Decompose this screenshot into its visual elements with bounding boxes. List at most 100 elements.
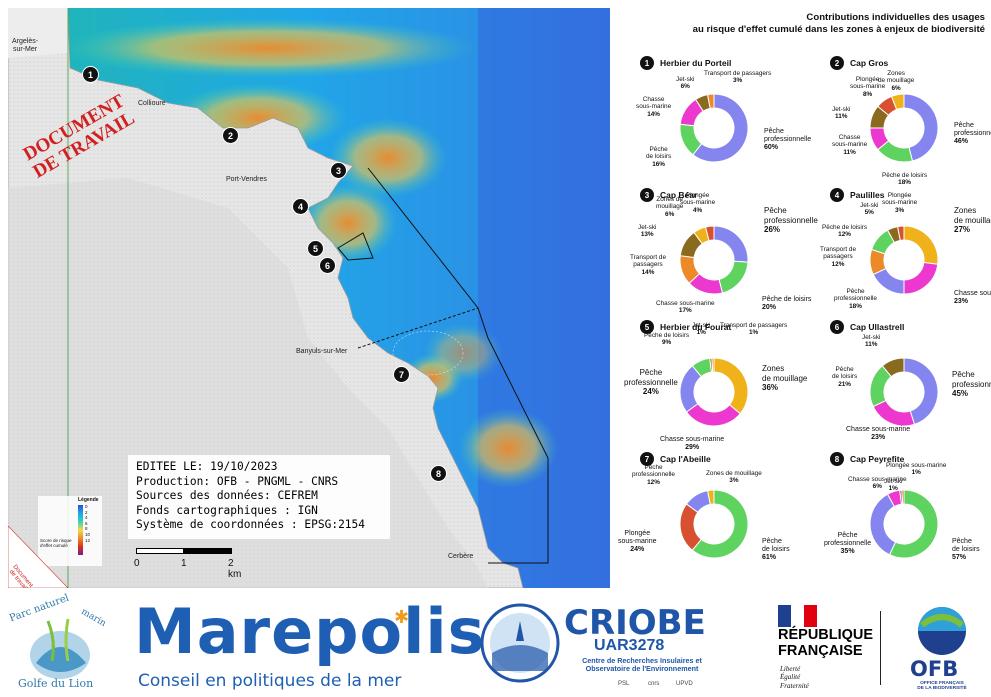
donut-chart-8 xyxy=(869,489,939,559)
slice-8-1 xyxy=(869,493,897,556)
slice-4-0 xyxy=(903,225,939,265)
criobe-logo: CRIOBE UAR3278 Centre de Recherches Insu… xyxy=(478,601,728,693)
site-title: Herbier du Fourat xyxy=(660,322,732,332)
slice-6-1 xyxy=(872,399,916,427)
ofb-emblem xyxy=(918,607,966,655)
donut-chart-6 xyxy=(869,357,939,427)
slice-label-4-2: Pêche professionnelle 18% xyxy=(834,288,877,310)
slice-label-2-2: Chasse sous-marine 11% xyxy=(832,134,868,156)
slice-3-1 xyxy=(718,260,749,294)
donut-chart-2 xyxy=(869,93,939,163)
site-title: Cap Peyrefite xyxy=(850,454,905,464)
donut-chart-7 xyxy=(679,489,749,559)
site-number-badge: 4 xyxy=(830,188,844,202)
donut-chart-4 xyxy=(869,225,939,295)
slice-label-8-3: Jet-ski 1% xyxy=(884,478,903,493)
town-port-vendres: Port-Vendres xyxy=(226,176,267,183)
slice-label-5-5: Transport de passagers 1% xyxy=(720,322,788,337)
slice-5-0 xyxy=(713,357,749,415)
site-marker-3[interactable]: 3 xyxy=(330,162,347,179)
zone-outline-east xyxy=(367,167,549,564)
map-panel: DOCUMENT DE TRAVAIL Argelès- sur-Mer Col… xyxy=(8,8,610,588)
slice-label-5-0: Zones de mouillage 36% xyxy=(762,364,808,392)
slice-6-3 xyxy=(881,357,905,378)
site-chart-6: 6 Cap Ullastrell Pêcheprofessionnelle45% Ch… xyxy=(804,320,991,448)
hotspot-capbear xyxy=(328,118,448,198)
site-chart-7: 7 Cap l'Abeille Pêche de loisirs 61% Plongée s… xyxy=(614,452,800,580)
slice-label-5-1: Chasse sous-marine 29% xyxy=(660,436,725,452)
legend-title: Légende xyxy=(78,497,99,503)
slice-label-6-3: Jet-ski 11% xyxy=(862,334,881,349)
republique-francaise-logo: RÉPUBLIQUE FRANÇAISE Liberté Égalité Fra… xyxy=(770,601,882,693)
slice-label-1-2: Chasse sous-marine 14% xyxy=(636,96,672,118)
slice-label-8-2: Chasse sous-marine 6% xyxy=(848,476,907,491)
site-title: Cap Ullastrell xyxy=(850,322,905,332)
town-argeles: Argelès- sur-Mer xyxy=(12,38,39,53)
site-chart-1: 1 Herbier du Porteil Pêche professionnelle 6… xyxy=(614,56,811,184)
town-banyuls: Banyuls-sur-Mer xyxy=(296,348,348,355)
info-crs: Système de coordonnées : EPSG:2154 xyxy=(136,518,366,531)
site-marker-7[interactable]: 7 xyxy=(393,366,410,383)
slice-label-1-0: Pêche professionnelle 60% xyxy=(764,128,812,152)
site-chart-2: 2 Cap Gros Pêcheprofessionnelle46% Pêche de… xyxy=(804,56,991,187)
map-legend: Légende 0 2 4 6 8 10 12 Score de risque … xyxy=(38,496,102,566)
slice-label-1-3: Jet-ski 6% xyxy=(676,76,695,91)
slice-label-2-3: Jet-ski 11% xyxy=(832,106,851,121)
site-marker-4[interactable]: 4 xyxy=(292,198,309,215)
criobe-title: CRIOBE xyxy=(564,603,706,643)
site-chart-title-4: 4 Paulilles xyxy=(830,188,885,202)
footer-logos: Parc naturel marin Golfe du Lion Marepol… xyxy=(0,593,991,697)
site-marker-1[interactable]: 1 xyxy=(82,66,99,83)
slice-label-3-2: Chasse sous-marine 17% xyxy=(656,300,715,315)
slice-label-5-4: Jet-ski 1% xyxy=(692,322,711,337)
site-marker-6[interactable]: 6 xyxy=(319,257,336,274)
site-marker-2[interactable]: 2 xyxy=(222,127,239,144)
site-marker-5[interactable]: 5 xyxy=(307,240,324,257)
slice-label-8-4: Plongée sous-marine 1% xyxy=(886,462,947,477)
slice-label-7-2: Pêche professionnelle 12% xyxy=(632,464,675,486)
site-title: Cap Béar xyxy=(660,190,698,200)
site-chart-8: 8 Cap Peyrefite Pêche de loisirs 57% Pêche pro… xyxy=(804,452,990,580)
slice-label-4-6: Plongée sous-marine 3% xyxy=(882,192,918,214)
site-chart-title-3: 3 Cap Béar xyxy=(640,188,697,202)
info-sources: Sources des données: CEFREM xyxy=(136,489,318,502)
donut-chart-5 xyxy=(679,357,749,427)
map-info-box: EDITEE LE: 19/10/2023 Production: OFB - … xyxy=(128,455,390,539)
marepolis-subtitle: Conseil en politiques de la mer xyxy=(138,671,402,691)
slice-label-3-0: Pêche professionnelle 26% xyxy=(764,206,818,234)
site-chart-title-2: 2 Cap Gros xyxy=(830,56,888,70)
slice-8-0 xyxy=(888,489,939,559)
slice-label-8-1: Pêche professionnelle 35% xyxy=(824,532,872,556)
site-chart-3: 3 Cap Béar Pêche professionnelle 26% Pêche de… xyxy=(614,188,818,316)
slice-8-4 xyxy=(901,489,905,505)
partner-psl: PSL xyxy=(618,681,630,687)
slice-label-3-6: Plongée sous-marine 4% xyxy=(680,192,716,214)
slice-2-0 xyxy=(903,93,939,162)
zone-outline-dashed xyxy=(357,307,479,349)
contributions-panel: Contributions individuelles des usages a… xyxy=(614,8,991,588)
pnm-emblem xyxy=(30,618,90,679)
slice-label-2-1: Pêche de loisirs 18% xyxy=(882,172,928,187)
slice-label-3-4: Jet-ski 13% xyxy=(638,224,657,239)
slice-label-3-1: Pêche de loisirs 20% xyxy=(762,296,812,312)
scale-label-2: 2 km xyxy=(228,558,242,580)
partner-upvd: UPVD xyxy=(676,681,693,687)
legend-color-ramp xyxy=(78,505,83,555)
site-title: Cap Gros xyxy=(850,58,889,68)
site-chart-title-6: 6 Cap Ullastrell xyxy=(830,320,904,334)
slice-label-6-2: Pêche de loisirs 21% xyxy=(832,366,858,388)
info-basemap: Fonds cartographiques : IGN xyxy=(136,503,318,517)
slice-3-6 xyxy=(704,225,715,242)
slice-label-3-5: Zones de mouillage 6% xyxy=(656,196,684,218)
site-marker-8[interactable]: 8 xyxy=(430,465,447,482)
slice-label-5-2: Pêche professionnelle 24% xyxy=(624,368,678,396)
site-number-badge: 7 xyxy=(640,452,654,466)
slice-label-3-3: Transport de passagers 14% xyxy=(630,254,666,276)
slice-label-4-4: Pêche de loisirs 12% xyxy=(822,224,868,239)
info-edition-date: EDITEE LE: 19/10/2023 xyxy=(136,460,278,473)
republique-motto: Liberté Égalité Fraternité xyxy=(780,665,809,690)
slice-label-2-0: Pêcheprofessionnelle46% xyxy=(954,122,991,146)
republique-title: RÉPUBLIQUE FRANÇAISE xyxy=(778,627,874,659)
